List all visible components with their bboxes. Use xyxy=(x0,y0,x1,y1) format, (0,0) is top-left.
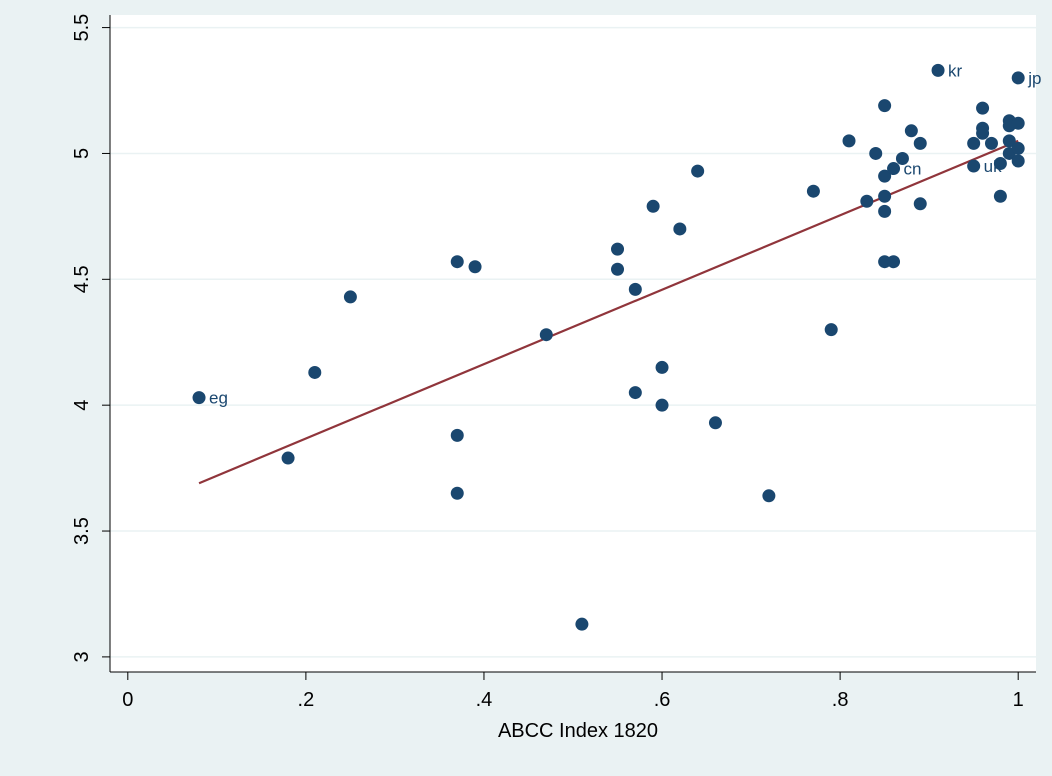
data-point xyxy=(860,194,874,208)
x-tick-label: 0 xyxy=(122,689,133,711)
data-point xyxy=(984,136,998,150)
data-point xyxy=(904,124,918,138)
data-point xyxy=(878,99,892,113)
data-point xyxy=(611,242,625,256)
x-axis-title: ABCC Index 1820 xyxy=(498,720,658,742)
data-point xyxy=(691,164,705,178)
data-point xyxy=(628,282,642,296)
data-point xyxy=(468,260,482,274)
point-label-uk: uk xyxy=(984,157,1002,176)
data-point xyxy=(878,255,892,269)
data-point xyxy=(967,136,981,150)
data-point xyxy=(976,126,990,140)
data-point xyxy=(539,328,553,342)
point-label-cn: cn xyxy=(904,160,922,179)
point-labels: eg cn kr uk jp xyxy=(209,61,1041,407)
data-point xyxy=(967,159,981,173)
data-point xyxy=(878,169,892,183)
data-point xyxy=(824,323,838,337)
y-tick-label: 5.5 xyxy=(71,14,93,42)
data-point xyxy=(450,255,464,269)
axes: 3 3.5 4 4.5 5 5.5 0 .2 .4 .6 .8 1 xyxy=(71,14,1036,711)
data-point xyxy=(913,197,927,211)
data-point xyxy=(887,162,901,176)
gridlines xyxy=(110,26,1036,658)
data-point xyxy=(708,416,722,430)
data-point xyxy=(878,189,892,203)
y-tick-label: 4.5 xyxy=(71,265,93,293)
data-point xyxy=(993,157,1007,171)
data-point xyxy=(655,360,669,374)
data-point xyxy=(895,151,909,165)
data-point xyxy=(628,386,642,400)
data-point xyxy=(450,428,464,442)
data-point xyxy=(1011,141,1025,155)
data-point xyxy=(192,391,206,405)
data-point xyxy=(842,134,856,148)
y-tick-label: 3.5 xyxy=(71,517,93,545)
x-tick-label: .6 xyxy=(654,689,671,711)
y-tick-label: 4 xyxy=(71,400,93,411)
data-point xyxy=(931,63,945,77)
point-label-kr: kr xyxy=(948,61,963,80)
data-point xyxy=(450,486,464,500)
data-point xyxy=(1011,71,1025,85)
data-point xyxy=(887,255,901,269)
data-point xyxy=(993,189,1007,203)
x-tick-label: .4 xyxy=(476,689,493,711)
data-point xyxy=(281,451,295,465)
data-point xyxy=(1011,154,1025,168)
data-point xyxy=(646,199,660,213)
y-tick-label: 3 xyxy=(71,651,93,662)
plot-area xyxy=(110,15,1036,672)
x-tick-label: .8 xyxy=(832,689,849,711)
data-point xyxy=(1011,116,1025,130)
data-points xyxy=(192,63,1025,631)
data-point xyxy=(869,146,883,160)
data-point xyxy=(575,617,589,631)
data-point xyxy=(976,101,990,115)
data-point xyxy=(308,365,322,379)
data-point xyxy=(1002,134,1016,148)
point-label-jp: jp xyxy=(1027,69,1041,88)
data-point xyxy=(762,489,776,503)
x-tick-label: 1 xyxy=(1013,689,1024,711)
data-point xyxy=(655,398,669,412)
x-tick-label: .2 xyxy=(298,689,315,711)
y-tick-label: 5 xyxy=(71,148,93,159)
data-point xyxy=(806,184,820,198)
data-point xyxy=(673,222,687,236)
data-point xyxy=(913,136,927,150)
point-label-eg: eg xyxy=(209,389,228,408)
data-point xyxy=(611,262,625,276)
data-point xyxy=(878,204,892,218)
data-point xyxy=(343,290,357,304)
